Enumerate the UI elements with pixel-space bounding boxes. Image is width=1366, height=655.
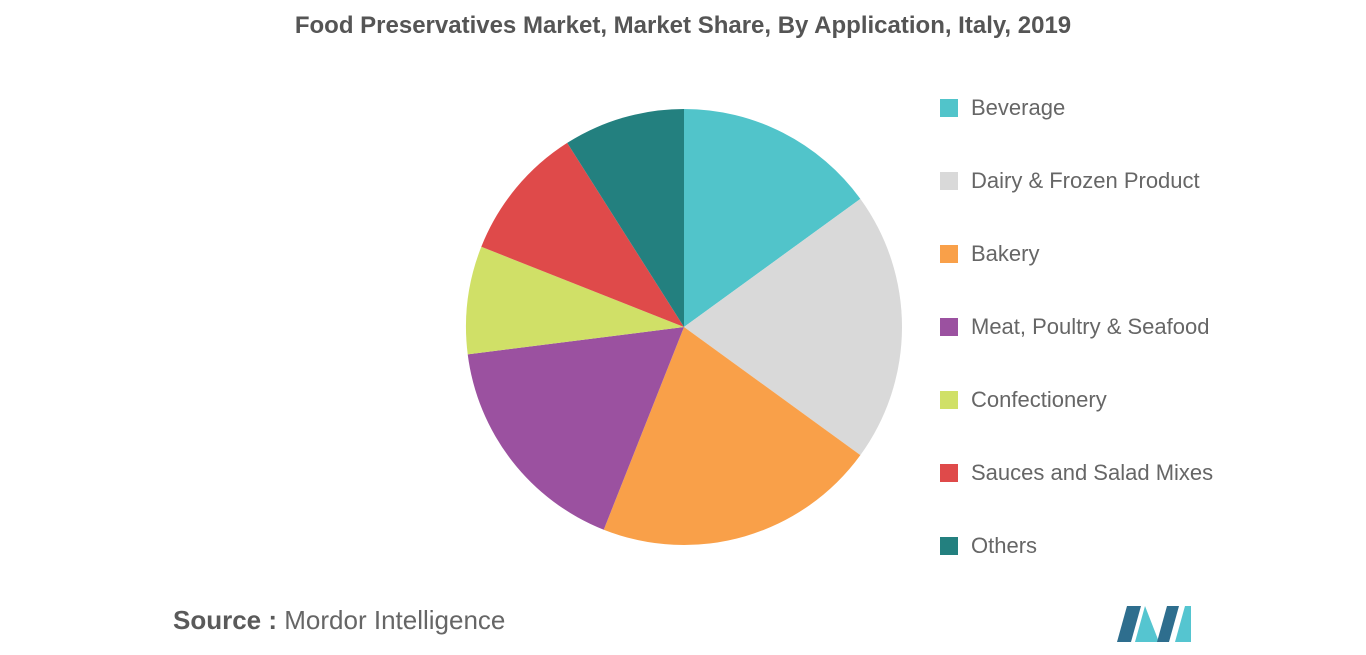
legend-swatch [940,318,958,336]
source-note: Source : Mordor Intelligence [173,605,505,636]
legend-label: Meat, Poultry & Seafood [971,314,1210,339]
legend-label: Sauces and Salad Mixes [971,460,1214,485]
legend-item-meat: Meat, Poultry & Seafood [940,310,1213,383]
legend-label: Beverage [971,95,1066,120]
source-prefix: Source : [173,605,278,635]
legend-item-bakery: Bakery [940,237,1213,310]
legend-item-beverage: Beverage [940,91,1213,164]
legend-swatch [940,537,958,555]
legend-swatch [940,172,958,190]
logo-shape [1157,606,1179,642]
legend-swatch [940,245,958,263]
pie-slice-confectionery [466,246,684,355]
chart-title: Food Preservatives Market, Market Share,… [294,12,1072,39]
legend-item-dairy: Dairy & Frozen Product [940,164,1213,237]
pie-slice-dairy-frozen [684,198,902,456]
legend-label: Confectionery [971,387,1107,412]
legend-swatch [940,391,958,409]
pie-slice-others [567,109,684,327]
legend-swatch [940,464,958,482]
pie-slice-meat-poultry-seafood [467,327,684,530]
pie-slice-sauces-salad [481,142,684,327]
legend-item-others: Others [940,529,1213,602]
legend-swatch [940,99,958,117]
pie-slice-bakery [603,327,861,545]
mordor-intelligence-logo-icon [1117,606,1191,642]
legend-label: Dairy & Frozen Product [971,168,1200,193]
pie-slice-beverage [684,109,861,327]
logo-shape [1175,606,1191,642]
logo-shape [1135,606,1159,642]
legend: Beverage Dairy & Frozen Product Bakery M… [940,91,1213,602]
source-name: Mordor Intelligence [284,605,506,635]
legend-label: Bakery [971,241,1040,266]
legend-item-sauces: Sauces and Salad Mixes [940,456,1213,529]
legend-item-confectionery: Confectionery [940,383,1213,456]
logo-shape [1117,606,1141,642]
legend-label: Others [971,533,1038,558]
